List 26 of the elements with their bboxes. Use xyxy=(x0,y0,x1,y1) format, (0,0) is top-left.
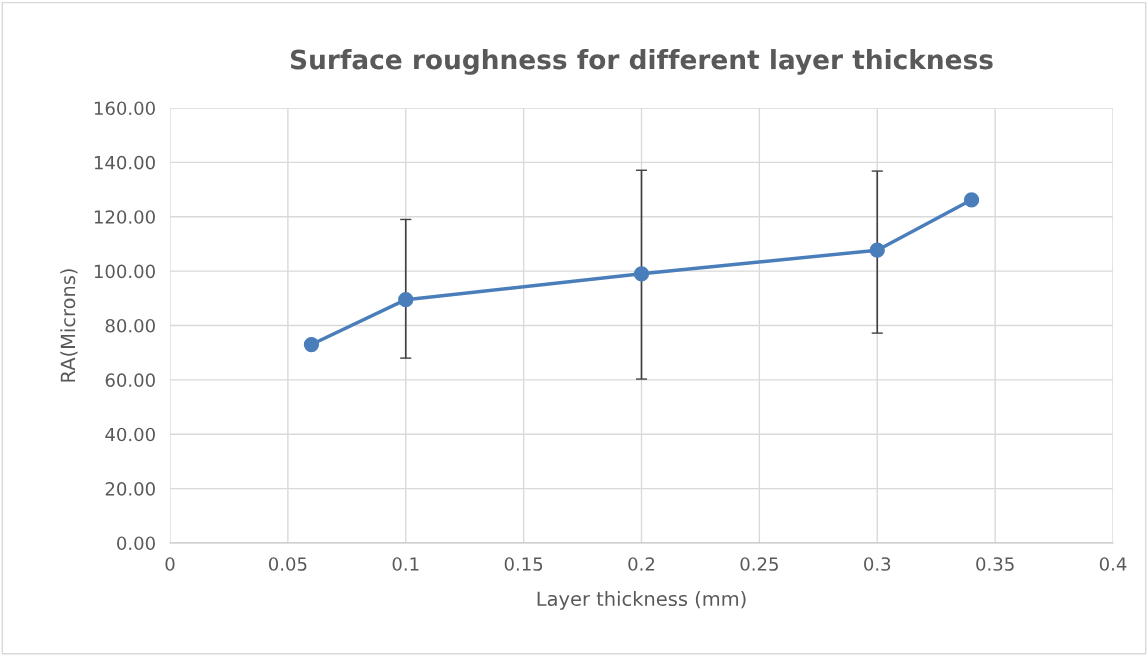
y-tick-label: 140.00 xyxy=(94,155,155,170)
x-tick-label: 0.25 xyxy=(740,557,778,571)
point xyxy=(963,192,980,208)
x-tick-label: 0.35 xyxy=(976,557,1014,571)
x-tick-label: 0.15 xyxy=(504,557,543,571)
y-tick-label: 40.00 xyxy=(105,427,155,442)
y-tick-label: 100.00 xyxy=(94,264,155,279)
x-tick-label: 0.2 xyxy=(628,557,655,571)
x-tick-label: 0.3 xyxy=(864,557,891,571)
y-tick-label: 60.00 xyxy=(105,373,155,387)
y-tick-label: 0.00 xyxy=(117,536,155,551)
x-tick-label: 0.4 xyxy=(1099,557,1127,571)
point xyxy=(303,336,320,353)
y-tick-label: 120.00 xyxy=(94,210,155,224)
x-tick-label: 0.1 xyxy=(392,557,419,571)
point xyxy=(633,266,650,282)
x-axis-title: Layer thickness (mm) xyxy=(537,591,746,610)
point xyxy=(869,242,885,258)
y-tick-label: 80.00 xyxy=(105,318,155,333)
chart-title: Surface roughness for different layer thickness xyxy=(290,49,993,75)
y-tick-label: 20.00 xyxy=(105,482,155,496)
y-tick-label: 160.00 xyxy=(94,101,155,116)
x-tick-label: 0.05 xyxy=(268,557,307,571)
y-axis-title: RA(Microns) xyxy=(60,269,78,382)
x-tick-label: 0 xyxy=(165,557,175,571)
point xyxy=(398,292,414,308)
